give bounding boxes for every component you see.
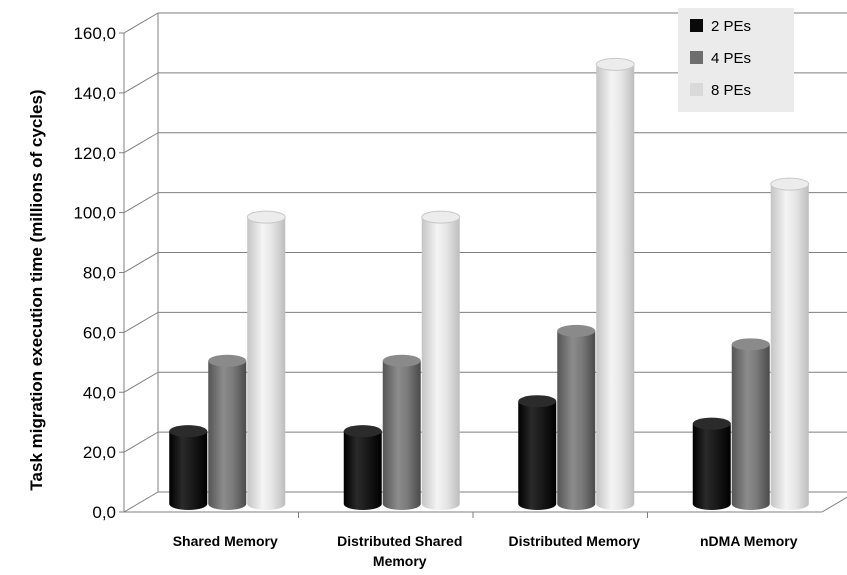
legend-label: 4 PEs [711, 50, 751, 67]
x-category-label-line: Memory [373, 553, 427, 569]
bar-body [208, 360, 247, 510]
y-tick-label: 120,0 [73, 144, 116, 163]
bar-body [382, 360, 421, 510]
legend-swatch [690, 83, 703, 96]
x-category-label-line: Shared Memory [173, 533, 278, 549]
axes [119, 13, 847, 518]
bar-body [169, 431, 208, 510]
bar [382, 354, 421, 510]
bar-top [731, 338, 770, 351]
legend-swatch [690, 51, 703, 64]
y-tick-labels: 0,0 20,0 40,0 60,0 80,0 100,0 120,0 140,0 160,0 [73, 24, 116, 522]
gridline-depth [123, 252, 159, 273]
y-tick-label: 0,0 [92, 503, 116, 522]
bar-top [208, 354, 247, 367]
legend: 2 PEs 4 PEs 8 PEs [678, 8, 794, 112]
bar-body [731, 344, 770, 510]
x-category-label: Shared Memory [173, 533, 278, 549]
x-category-labels: Shared Memory Distributed Shared MemoryDis… [173, 533, 798, 569]
bar-body [343, 431, 382, 510]
bar-body [557, 330, 596, 510]
gridline-depth [123, 431, 159, 453]
bar [557, 324, 596, 510]
bar [595, 57, 635, 511]
bar-top [246, 210, 286, 224]
bar [343, 425, 382, 510]
bars [169, 57, 810, 511]
bar-top [692, 417, 731, 430]
x-category-label: Distributed Memory [509, 533, 641, 549]
bar-top [518, 395, 557, 408]
legend-swatch [690, 19, 703, 32]
y-tick-label: 20,0 [83, 443, 116, 462]
bar-body [247, 217, 286, 511]
bar-body [770, 184, 809, 510]
legend-label: 2 PEs [711, 18, 751, 35]
gridline-depth [123, 491, 159, 513]
y-tick-label: 40,0 [83, 383, 116, 402]
y-tick-label: 140,0 [73, 84, 116, 103]
bar-top [421, 210, 461, 224]
bar-body [518, 401, 557, 510]
bar-top [343, 425, 382, 438]
gridline-depth [123, 192, 159, 214]
bar-body [692, 423, 731, 510]
bar [421, 210, 461, 511]
x-category-label-line: Distributed Shared [337, 533, 462, 549]
bar [770, 177, 810, 510]
y-tick-label: 80,0 [83, 264, 116, 283]
bar [246, 210, 286, 511]
bar-body [421, 217, 460, 511]
gridline-depth [123, 12, 159, 34]
x-category-label: nDMA Memory [700, 533, 798, 549]
bar [169, 425, 208, 510]
y-tick-label: 60,0 [83, 323, 116, 342]
gridline-depth [123, 311, 159, 333]
bar-top [557, 324, 596, 337]
x-category-label: Distributed Shared Memory [337, 533, 462, 569]
bar-top [595, 57, 635, 71]
gridline-depth [123, 72, 159, 94]
bar [692, 417, 731, 510]
y-tick-label: 160,0 [73, 24, 116, 43]
y-tick-label: 100,0 [73, 204, 116, 223]
floor-edge [821, 496, 847, 513]
x-category-label-line: nDMA Memory [700, 533, 798, 549]
bar-top [382, 354, 421, 367]
legend-label: 8 PEs [711, 82, 751, 99]
x-category-label-line: Distributed Memory [509, 533, 641, 549]
bar-top [169, 425, 208, 438]
bar [518, 395, 557, 510]
bar-top [770, 177, 810, 191]
gridline-depth [123, 132, 159, 154]
gridline-depth [123, 371, 159, 393]
bar [208, 354, 247, 510]
bar-body [596, 64, 635, 511]
y-axis-label: Task migration execution time (millions … [27, 89, 46, 490]
bar [731, 338, 770, 510]
